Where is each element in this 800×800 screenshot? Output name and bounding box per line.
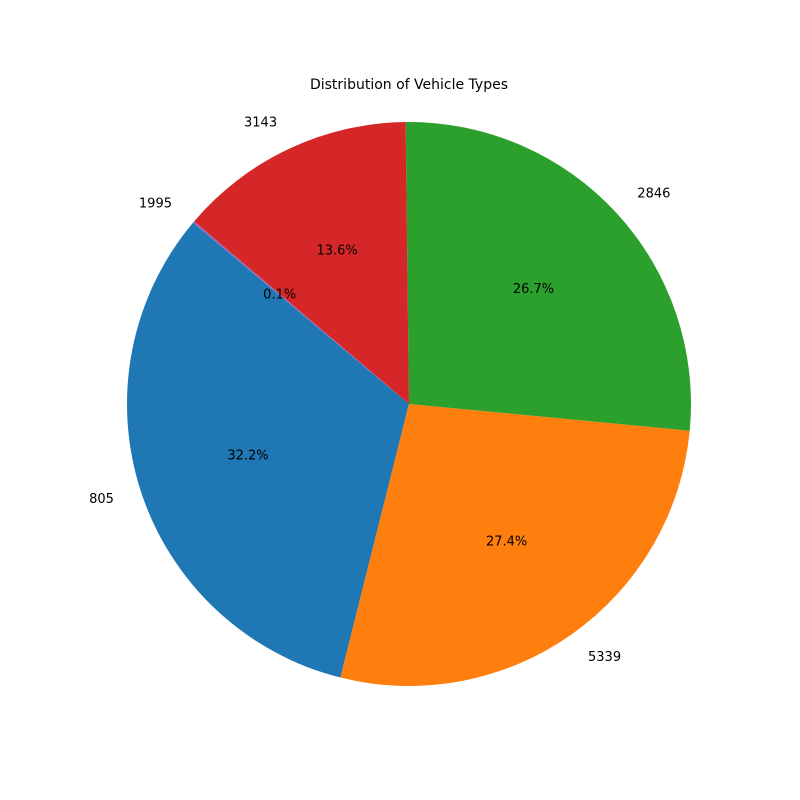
pie-slice-1995 xyxy=(192,221,409,404)
slice-labels: 805 5339 2846 3143 1995 xyxy=(89,116,670,665)
chart-title: Distribution of Vehicle Types xyxy=(310,77,508,93)
slice-label: 1995 xyxy=(139,196,172,211)
pie-slice-3143 xyxy=(194,122,409,405)
pie-slice-5339 xyxy=(340,404,690,687)
slice-percent-label: 32.2% xyxy=(227,449,268,464)
slice-label: 805 xyxy=(89,492,114,507)
pie-slices xyxy=(127,122,691,687)
slice-label: 2846 xyxy=(637,187,670,202)
slice-percent-label: 0.1% xyxy=(263,287,296,302)
slice-percent-labels: 32.2% 27.4% 26.7% 13.6% 0.1% xyxy=(227,243,554,549)
pie-slice-805 xyxy=(127,222,409,678)
slice-percent-label: 26.7% xyxy=(513,282,554,297)
slice-percent-label: 27.4% xyxy=(486,535,527,550)
slice-label: 3143 xyxy=(244,116,277,131)
slice-label: 5339 xyxy=(588,650,621,665)
slice-percent-label: 13.6% xyxy=(316,243,357,258)
pie-slice-2846 xyxy=(405,122,691,431)
